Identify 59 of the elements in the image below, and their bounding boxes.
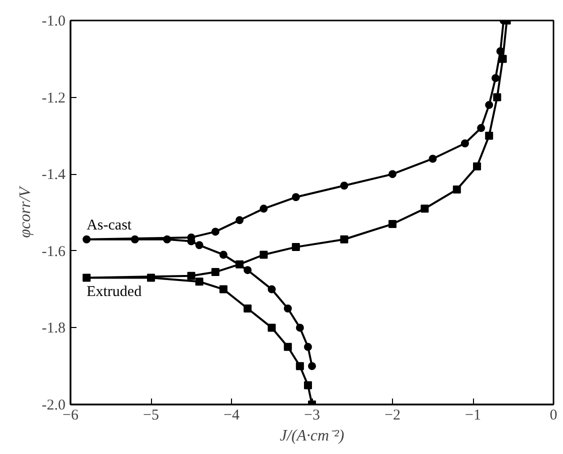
point: [219, 285, 228, 294]
point: [284, 342, 292, 351]
point: [420, 204, 429, 213]
point: [388, 170, 396, 178]
point: [296, 362, 304, 370]
series-label: Extruded: [86, 284, 142, 300]
point: [244, 266, 252, 274]
point: [485, 132, 494, 140]
point: [492, 74, 500, 82]
point: [268, 285, 276, 294]
point: [211, 228, 220, 236]
y-tick-label: -1.2: [42, 90, 66, 106]
point: [485, 100, 494, 109]
point: [292, 243, 300, 252]
x-tick-label: −3: [304, 408, 320, 424]
y-tick-label: -1.6: [42, 244, 66, 260]
point: [163, 235, 172, 244]
point: [219, 250, 228, 259]
point: [473, 162, 482, 170]
point: [82, 274, 91, 282]
point: [260, 204, 268, 213]
x-tick-label: 0: [550, 408, 558, 424]
y-tick-label: -1.8: [42, 320, 66, 337]
point: [308, 362, 316, 370]
point: [477, 124, 486, 132]
point: [388, 220, 396, 228]
point: [284, 304, 292, 312]
y-axis-title: φcorr/V: [16, 184, 34, 238]
point: [498, 54, 507, 63]
point: [130, 235, 139, 244]
y-tick-label: -1.4: [42, 167, 66, 184]
point: [304, 381, 312, 390]
x-axis-title: J/(A·cm⁻²): [280, 428, 344, 444]
point: [340, 235, 348, 244]
point: [340, 182, 348, 190]
point: [211, 268, 220, 276]
point: [244, 304, 252, 312]
point: [195, 278, 204, 286]
x-tick-label: −2: [384, 408, 400, 424]
x-tick-label: −1: [465, 408, 481, 424]
x-tick-label: −5: [143, 408, 159, 424]
point: [493, 93, 502, 102]
point: [82, 235, 91, 244]
point: [452, 185, 461, 194]
point: [428, 154, 437, 163]
point: [260, 250, 268, 259]
x-tick-label: −4: [224, 408, 240, 424]
point: [195, 241, 204, 250]
point: [304, 342, 312, 351]
point: [236, 260, 244, 268]
point: [236, 216, 244, 224]
point: [268, 324, 276, 332]
point: [460, 139, 469, 148]
point: [292, 193, 300, 202]
y-tick-label: -1.0: [42, 14, 66, 30]
point: [147, 274, 155, 282]
series-label: As-cast: [86, 217, 132, 234]
point: [187, 272, 196, 280]
point: [296, 324, 304, 332]
